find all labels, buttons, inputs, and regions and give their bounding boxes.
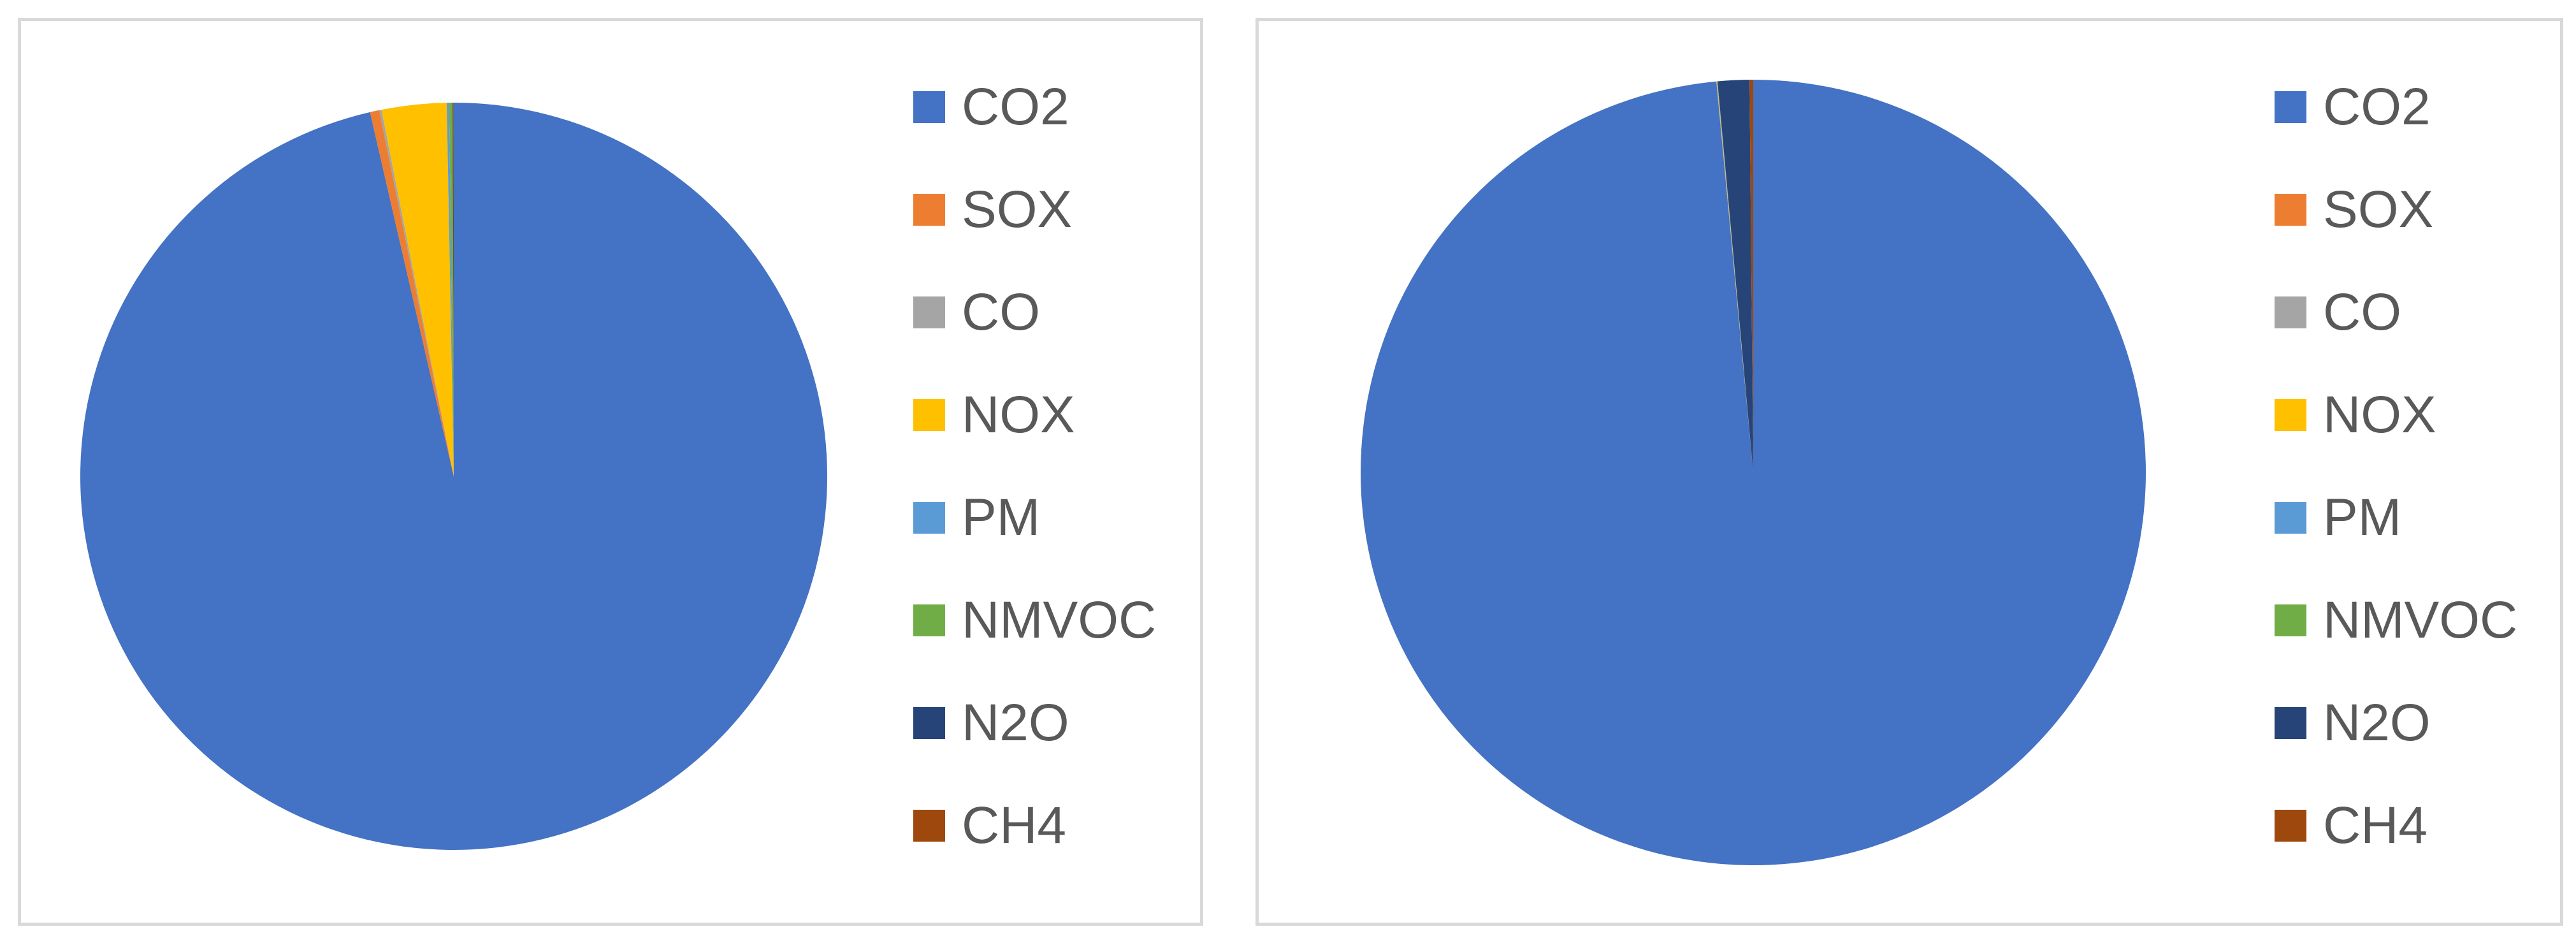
legend-right: CO2 SOX CO NOX PM NMVOC N2O CH4	[2275, 81, 2542, 852]
pie-chart-left	[80, 103, 828, 850]
legend-swatch	[913, 399, 945, 431]
pie-slice-left-ch4	[453, 103, 454, 476]
legend-label: CO2	[962, 78, 1069, 136]
legend-item-right-nox: NOX	[2275, 389, 2436, 441]
pie-slice-left-co	[379, 110, 454, 477]
legend-swatch	[2275, 604, 2306, 636]
legend-label: CO2	[2323, 78, 2431, 136]
legend-item-left-nox: NOX	[913, 389, 1075, 441]
legend-label: N2O	[2323, 694, 2431, 752]
legend-label: PM	[962, 488, 1040, 546]
legend-item-left-pm: PM	[913, 492, 1040, 544]
pie-slice-right-pm	[1717, 81, 1753, 472]
legend-label: CO	[962, 283, 1040, 341]
legend-swatch	[913, 296, 945, 328]
legend-swatch	[2275, 810, 2306, 842]
legend-label: PM	[2323, 488, 2401, 546]
pie-slice-left-pm	[446, 103, 454, 476]
legend-swatch	[2275, 707, 2306, 739]
legend-swatch	[913, 707, 945, 739]
legend-item-left-sox: SOX	[913, 184, 1072, 236]
legend-item-right-nmvoc: NMVOC	[2275, 594, 2517, 647]
legend-label: N2O	[962, 694, 1069, 752]
legend-left: CO2 SOX CO NOX PM NMVOC N2O CH4	[913, 81, 1181, 852]
pie-slice-left-sox	[370, 110, 454, 476]
pie-slice-right-n2o	[1717, 80, 1753, 473]
legend-item-left-nmvoc: NMVOC	[913, 594, 1156, 647]
legend-swatch	[2275, 91, 2306, 123]
pie-slice-left-nox	[381, 103, 454, 476]
pie-slice-right-co	[1716, 81, 1753, 472]
legend-swatch	[2275, 399, 2306, 431]
pie-slice-right-ch4	[1749, 80, 1753, 472]
legend-label: SOX	[962, 180, 1073, 238]
legend-swatch	[913, 502, 945, 534]
legend-item-left-ch4: CH4	[913, 800, 1066, 852]
legend-label: CH4	[962, 796, 1067, 854]
chart-panel-right: CO2 SOX CO NOX PM NMVOC N2O CH4	[1255, 18, 2563, 926]
legend-swatch	[2275, 194, 2306, 226]
legend-swatch	[913, 810, 945, 842]
pie-slice-right-nox	[1716, 81, 1753, 472]
legend-swatch	[913, 604, 945, 636]
legend-item-left-co: CO	[913, 286, 1040, 339]
legend-swatch	[913, 194, 945, 226]
legend-item-right-pm: PM	[2275, 492, 2401, 544]
legend-item-left-co2: CO2	[913, 81, 1069, 133]
legend-swatch	[2275, 296, 2306, 328]
legend-label: NOX	[962, 386, 1075, 444]
legend-label: NMVOC	[2323, 591, 2518, 649]
legend-swatch	[913, 91, 945, 123]
pie-chart-right	[1361, 80, 2146, 865]
legend-item-right-co2: CO2	[2275, 81, 2431, 133]
legend-label: CH4	[2323, 796, 2428, 854]
pie-slice-right-nmvoc	[1717, 81, 1753, 472]
legend-label: NMVOC	[962, 591, 1157, 649]
chart-panel-left: CO2 SOX CO NOX PM NMVOC N2O CH4	[18, 18, 1203, 926]
legend-label: SOX	[2323, 180, 2434, 238]
legend-swatch	[2275, 502, 2306, 534]
legend-label: CO	[2323, 283, 2401, 341]
legend-item-right-sox: SOX	[2275, 184, 2433, 236]
legend-item-right-n2o: N2O	[2275, 697, 2431, 749]
legend-item-right-ch4: CH4	[2275, 800, 2428, 852]
legend-item-left-n2o: N2O	[913, 697, 1069, 749]
pie-slice-left-nmvoc	[449, 103, 454, 476]
legend-label: NOX	[2323, 386, 2436, 444]
pie-slice-left-n2o	[452, 103, 454, 476]
legend-item-right-co: CO	[2275, 286, 2401, 339]
pie-slice-right-sox	[1716, 81, 1753, 473]
